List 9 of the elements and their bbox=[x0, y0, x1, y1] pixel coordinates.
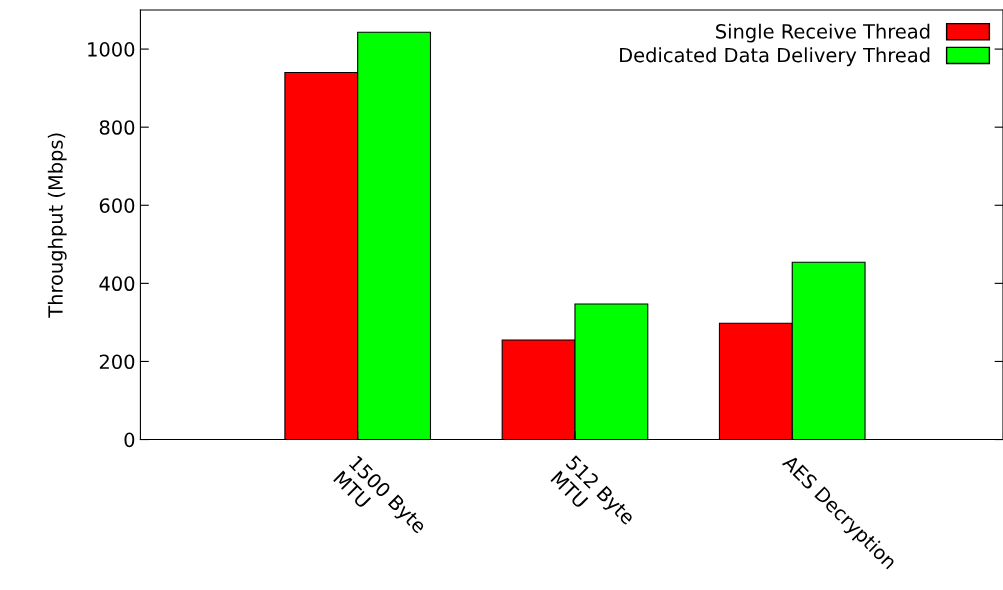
y-tick-label: 400 bbox=[99, 276, 135, 292]
y-axis-title: Throughput (Mbps) bbox=[47, 133, 67, 318]
legend-label: Single Receive Thread bbox=[716, 23, 930, 43]
y-tick-label: 0 bbox=[124, 432, 135, 448]
y-tick-label: 1000 bbox=[88, 42, 135, 57]
y-tick-label: 800 bbox=[99, 120, 135, 135]
y-tick-label: 600 bbox=[99, 198, 135, 213]
y-tick-label: 200 bbox=[99, 354, 135, 370]
legend-label: Dedicated Data Delivery Thread bbox=[620, 47, 930, 67]
